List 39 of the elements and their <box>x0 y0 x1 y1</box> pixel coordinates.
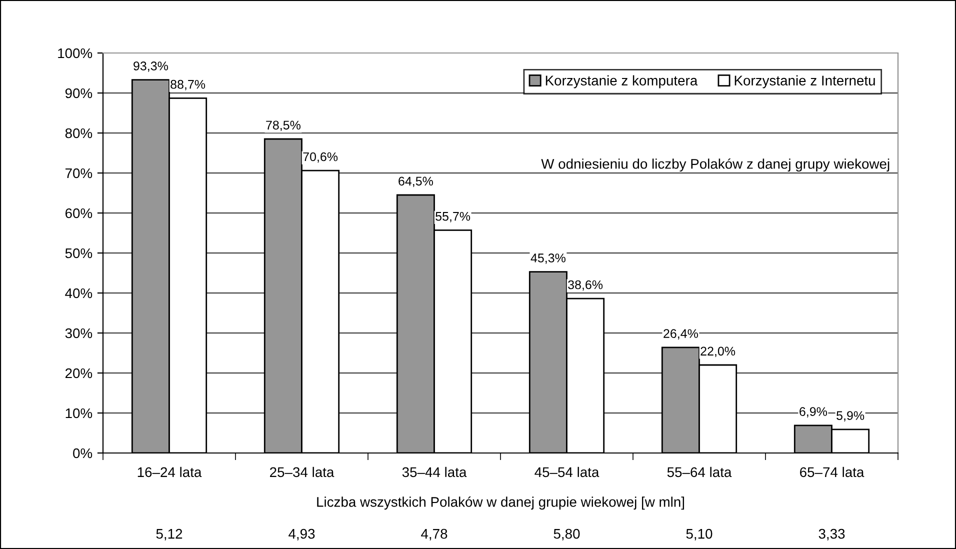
y-tick-label: 30% <box>65 328 92 338</box>
data-label: 38,6% <box>568 280 603 291</box>
y-tick-label: 10% <box>66 408 92 418</box>
data-label: 88,7% <box>170 80 206 90</box>
y-tick-label: 20% <box>65 368 92 378</box>
legend-label: Korzystanie z Internetu <box>734 75 875 88</box>
data-label: 6,9% <box>800 407 827 418</box>
text: 4,78 <box>421 528 448 540</box>
text: 3,33 <box>818 528 845 540</box>
x-tick-label: 65–74 lata <box>800 466 864 478</box>
x-axis-title: Liczba wszystkich Polaków w danej grupie wiekowej [w mln] <box>317 496 684 510</box>
x-tick-label: 35–44 lata <box>402 466 467 478</box>
annotation: W odniesieniu do liczby Polaków z danej grupy wiekowej <box>541 158 890 172</box>
data-label: 93,3% <box>134 62 168 72</box>
legend-label: Korzystanie z komputera <box>546 75 698 88</box>
y-tick-label: 80% <box>65 128 92 138</box>
data-label: 78,5% <box>266 120 300 132</box>
y-tick-label: 100% <box>58 48 92 58</box>
data-label: 64,5% <box>398 176 433 188</box>
data-label: 70,6% <box>303 152 338 163</box>
x-tick-label: 55–64 lata <box>667 466 732 478</box>
x-tick-label: 25–34 lata <box>270 466 334 478</box>
text: 5,80 <box>554 528 580 540</box>
y-tick-label: 90% <box>65 88 92 98</box>
x-tick-label: 16–24 lata <box>138 466 202 478</box>
y-tick-label: 0% <box>73 448 92 458</box>
data-label: 45,3% <box>530 254 566 264</box>
data-label: 22,0% <box>700 346 736 358</box>
y-tick-label: 40% <box>65 288 92 298</box>
data-label: 55,7% <box>436 212 470 222</box>
text: 5,12 <box>156 528 182 540</box>
data-label: 5,9% <box>836 411 864 422</box>
x-tick-label: 45–54 lata <box>534 466 600 478</box>
y-tick-label: 70% <box>66 168 92 178</box>
y-tick-label: 50% <box>65 248 92 258</box>
data-label: 26,4% <box>664 329 698 340</box>
text: 4,93 <box>288 528 315 540</box>
y-tick-label: 60% <box>65 208 92 218</box>
text: 5,10 <box>686 528 712 540</box>
